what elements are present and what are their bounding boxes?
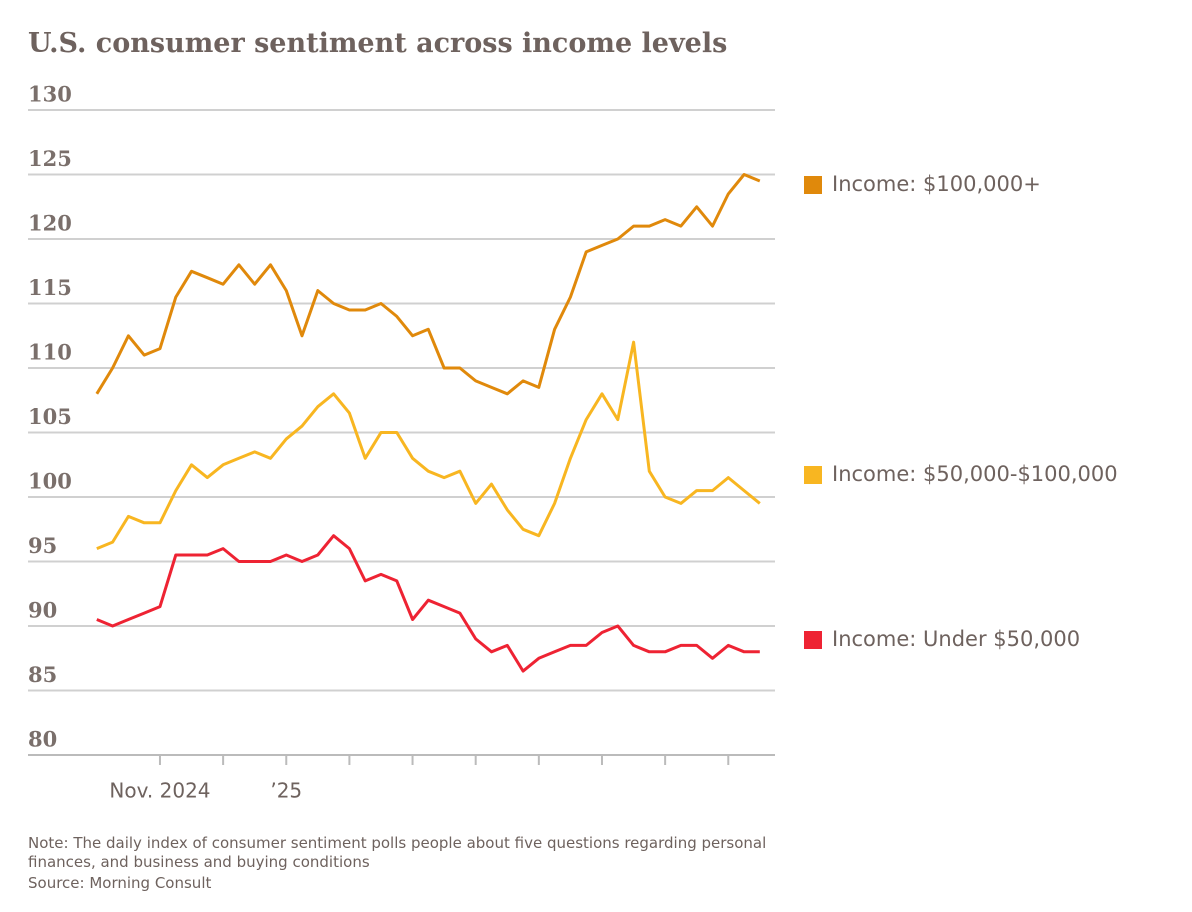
y-tick-label: 90 — [28, 598, 57, 623]
legend-label: Income: $100,000+ — [832, 172, 1041, 196]
legend-swatch — [804, 466, 822, 484]
y-tick-label: 100 — [28, 469, 72, 494]
line — [96, 340, 761, 550]
y-tick-label: 130 — [28, 82, 72, 107]
x-tick-label: Nov. 2024 — [109, 779, 210, 803]
y-tick-label: 115 — [28, 275, 72, 300]
y-tick-label: 120 — [28, 211, 72, 236]
x-tick-label: ’25 — [270, 779, 302, 803]
y-tick-label: 85 — [28, 662, 57, 687]
y-tick-label: 105 — [28, 404, 72, 429]
y-tick-label: 95 — [28, 533, 57, 558]
legend-label: Income: Under $50,000 — [832, 627, 1080, 651]
y-tick-label: 110 — [28, 340, 72, 365]
source: Source: Morning Consult — [28, 874, 212, 892]
legend-swatch — [804, 631, 822, 649]
y-tick-label: 125 — [28, 146, 72, 171]
legend-swatch — [804, 176, 822, 194]
y-tick-label: 80 — [28, 727, 57, 752]
line — [95, 173, 761, 396]
line — [96, 534, 760, 673]
note: Note: The daily index of consumer sentim… — [28, 834, 767, 871]
legend-label: Income: $50,000-$100,000 — [832, 462, 1118, 486]
chart-title: U.S. consumer sentiment across income le… — [28, 28, 727, 59]
